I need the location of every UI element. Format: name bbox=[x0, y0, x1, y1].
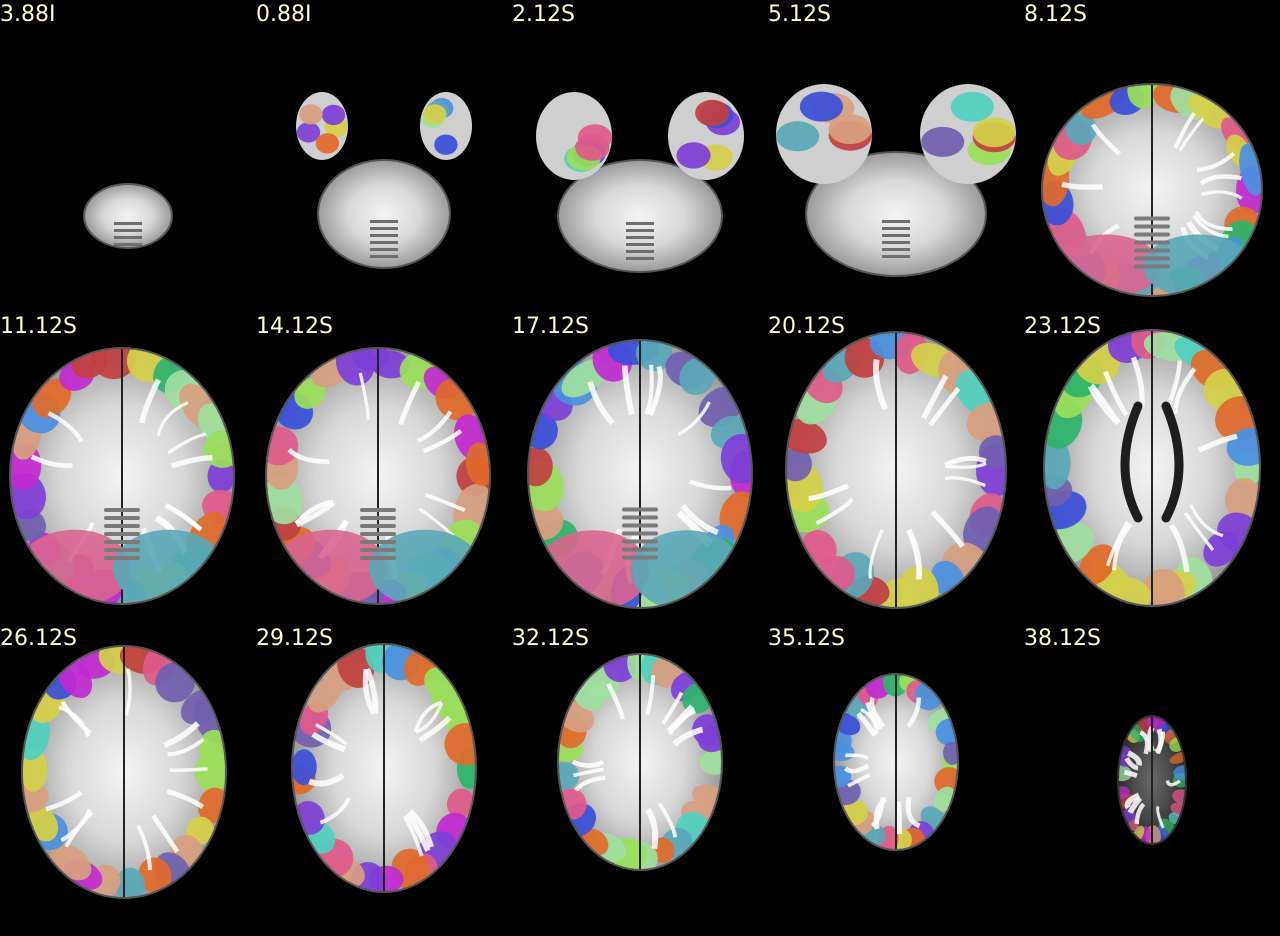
slice-panel: 14.12S bbox=[256, 312, 512, 624]
slice-panel: 32.12S bbox=[512, 624, 768, 936]
parcel-region bbox=[32, 378, 72, 418]
slice-coordinate-label: 11.12S bbox=[0, 314, 77, 339]
ventricle bbox=[1120, 401, 1143, 523]
parcel-region bbox=[1118, 786, 1130, 799]
parcel-region bbox=[880, 578, 914, 608]
parcel-region bbox=[950, 91, 994, 122]
slice-panel: 8.12S bbox=[1024, 0, 1280, 312]
parcel-region bbox=[575, 134, 610, 161]
slice-coordinate-label: 20.12S bbox=[768, 314, 845, 339]
slice-panel: 0.88I bbox=[256, 0, 512, 312]
brain-slice-image bbox=[21, 645, 227, 899]
parcel-region bbox=[528, 447, 553, 487]
brain-slice-image bbox=[536, 92, 744, 273]
parcel-region bbox=[1127, 84, 1159, 109]
parcel-region bbox=[1044, 438, 1071, 490]
brain-slice-image bbox=[785, 331, 1007, 609]
parcel-region bbox=[423, 104, 447, 125]
parcel-region bbox=[1079, 544, 1116, 586]
brain-tissue bbox=[318, 160, 450, 268]
parcel-region bbox=[321, 104, 346, 126]
parcel-region bbox=[292, 749, 317, 786]
parcel-region bbox=[1203, 531, 1239, 567]
slice-panel: 3.88I bbox=[0, 0, 256, 312]
slice-panel: 29.12S bbox=[256, 624, 512, 936]
parcel-region bbox=[138, 857, 172, 893]
brain-tissue bbox=[84, 184, 172, 248]
parcel-region bbox=[972, 117, 1016, 148]
parcel-region bbox=[921, 126, 965, 157]
parcel-region bbox=[720, 434, 752, 484]
parcel-region bbox=[299, 104, 323, 125]
ventricle bbox=[1161, 401, 1184, 523]
brain-slice-image bbox=[9, 347, 235, 605]
parcel-region bbox=[799, 91, 843, 122]
slice-panel: 2.12S bbox=[512, 0, 768, 312]
brain-slice-image bbox=[265, 347, 491, 605]
slice-panel: 23.12S bbox=[1024, 312, 1280, 624]
brain-slice-image bbox=[833, 673, 959, 851]
parcel-region bbox=[699, 749, 722, 775]
parcel-region bbox=[90, 348, 137, 380]
brain-slice-image bbox=[296, 92, 472, 269]
slice-panel: 35.12S bbox=[768, 624, 1024, 936]
brain-slice-image bbox=[291, 643, 477, 893]
brain-slice-image bbox=[83, 183, 173, 249]
slice-coordinate-label: 29.12S bbox=[256, 626, 333, 651]
parcel-region bbox=[444, 723, 476, 766]
parcel-region bbox=[776, 121, 820, 152]
parcel-region bbox=[1226, 427, 1260, 466]
slice-coordinate-label: 8.12S bbox=[1024, 2, 1087, 27]
brain-slice-image bbox=[1117, 715, 1187, 845]
brain-tissue bbox=[806, 152, 986, 276]
parcel-region bbox=[446, 788, 475, 818]
slice-panel: 17.12S bbox=[512, 312, 768, 624]
brain-slice-image bbox=[1041, 83, 1263, 297]
brain-slice-image bbox=[776, 84, 1016, 277]
slice-coordinate-label: 23.12S bbox=[1024, 314, 1101, 339]
brain-slice-image bbox=[1043, 329, 1261, 607]
slice-panel: 11.12S bbox=[0, 312, 256, 624]
parcel-region bbox=[315, 133, 340, 154]
slice-coordinate-label: 32.12S bbox=[512, 626, 589, 651]
slice-coordinate-label: 3.88I bbox=[0, 2, 56, 27]
parcel-region bbox=[1173, 765, 1186, 780]
slice-coordinate-label: 0.88I bbox=[256, 2, 312, 27]
parcel-region bbox=[207, 459, 234, 493]
parcel-region bbox=[1225, 478, 1260, 520]
parcel-region bbox=[828, 114, 872, 145]
parcel-region bbox=[266, 475, 303, 525]
slice-panel: 26.12S bbox=[0, 624, 256, 936]
parcel-region bbox=[1172, 789, 1186, 805]
slice-panel: 20.12S bbox=[768, 312, 1024, 624]
parcel-region bbox=[434, 134, 458, 155]
slice-coordinate-label: 26.12S bbox=[0, 626, 77, 651]
brain-tissue bbox=[558, 160, 722, 272]
brain-slice-image bbox=[527, 339, 753, 609]
slice-coordinate-label: 17.12S bbox=[512, 314, 589, 339]
slice-panel: 5.12S bbox=[768, 0, 1024, 312]
slice-coordinate-label: 38.12S bbox=[1024, 626, 1101, 651]
parcel-region bbox=[636, 340, 673, 372]
parcel-region bbox=[1118, 765, 1132, 782]
parcel-region bbox=[676, 142, 711, 169]
parcel-region bbox=[695, 99, 730, 127]
parcel-region bbox=[1065, 113, 1097, 146]
parcel-region bbox=[296, 122, 321, 143]
slice-coordinate-label: 2.12S bbox=[512, 2, 575, 27]
brain-slice-image bbox=[557, 653, 723, 871]
slice-coordinate-label: 35.12S bbox=[768, 626, 845, 651]
slice-coordinate-label: 14.12S bbox=[256, 314, 333, 339]
slice-coordinate-label: 5.12S bbox=[768, 2, 831, 27]
slice-panel: 38.12S bbox=[1024, 624, 1280, 936]
